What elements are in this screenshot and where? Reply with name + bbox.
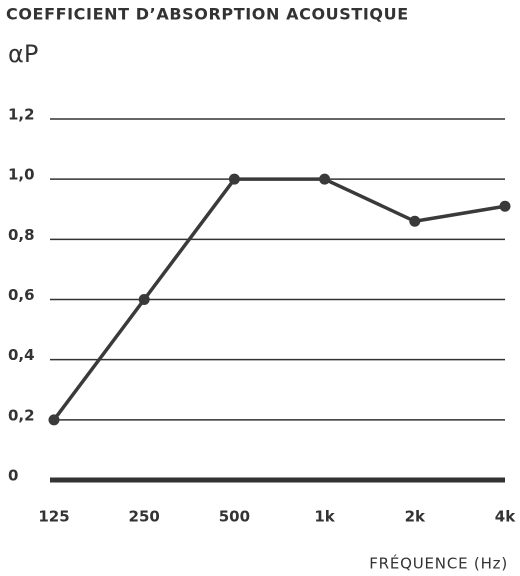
data-point bbox=[48, 414, 60, 426]
data-line bbox=[52, 177, 506, 421]
chart-title: COEFFICIENT D’ABSORPTION ACOUSTIQUE bbox=[6, 5, 409, 24]
y-tick-label: 0 bbox=[8, 467, 18, 485]
x-axis-label: FRÉQUENCE (Hz) bbox=[369, 554, 508, 573]
x-tick-label: 125 bbox=[38, 508, 69, 526]
data-point bbox=[319, 173, 331, 185]
y-tick-label: 0,6 bbox=[8, 286, 35, 304]
y-axis-label: αP bbox=[8, 40, 38, 68]
y-tick-label: 0,8 bbox=[8, 226, 35, 244]
x-tick-label: 4k bbox=[495, 508, 516, 526]
y-tick-label: 1,2 bbox=[8, 106, 35, 124]
data-point bbox=[138, 294, 150, 305]
x-tick-label: 250 bbox=[129, 508, 160, 526]
data-point bbox=[499, 200, 511, 212]
x-tick-label: 1k bbox=[314, 508, 335, 526]
y-tick-label: 0,2 bbox=[8, 406, 35, 424]
data-point bbox=[228, 173, 240, 185]
y-tick-label: 1,0 bbox=[8, 166, 35, 184]
y-tick-label: 0,4 bbox=[8, 346, 35, 364]
x-tick-label: 2k bbox=[405, 508, 426, 526]
data-point bbox=[409, 215, 421, 227]
x-tick-label: 500 bbox=[219, 508, 250, 526]
